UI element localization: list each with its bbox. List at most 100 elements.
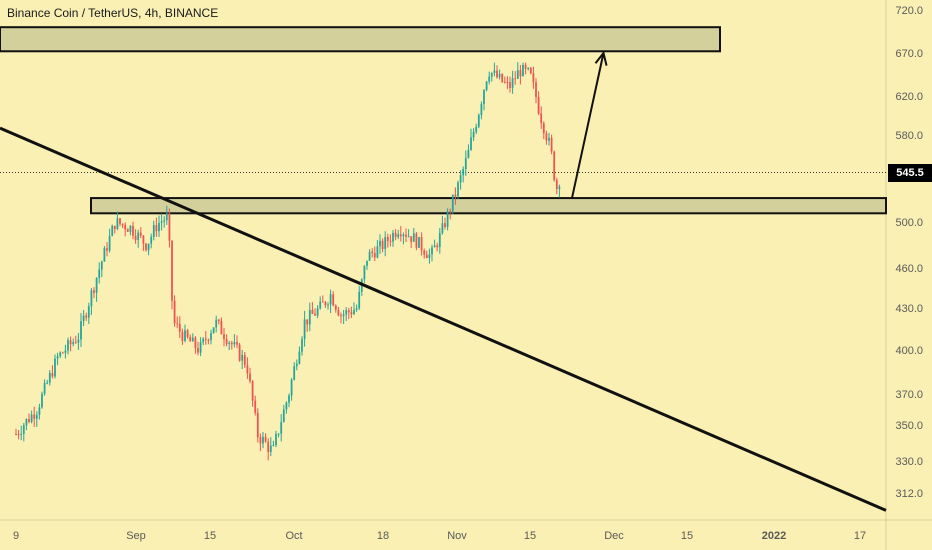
- candle-up: [90, 290, 93, 307]
- candle-down: [371, 251, 374, 253]
- candle-up: [558, 186, 561, 190]
- projection-arrow-head: [594, 50, 608, 66]
- candle-up: [433, 245, 436, 248]
- y-tick-label: 350.0: [895, 420, 923, 432]
- candle-up: [472, 131, 475, 138]
- candle-down: [311, 309, 314, 314]
- candle-down: [189, 337, 192, 342]
- candle-down: [540, 113, 543, 124]
- candle-down: [243, 355, 246, 366]
- candle-down: [238, 344, 241, 361]
- candle-up: [285, 402, 288, 410]
- chart-title: Binance Coin / TetherUS, 4h, BINANCE: [7, 6, 219, 20]
- candle-down: [106, 248, 108, 251]
- candle-up: [202, 338, 205, 343]
- candle-up: [64, 350, 67, 353]
- candle-up: [475, 126, 478, 132]
- candle-down: [225, 339, 228, 344]
- candle-up: [137, 232, 140, 240]
- candle-down: [126, 229, 129, 232]
- candle-up: [295, 363, 298, 367]
- candle-up: [158, 222, 160, 232]
- candle-down: [529, 67, 532, 74]
- y-tick-label: 580.0: [895, 130, 923, 142]
- candle-up: [366, 260, 368, 266]
- candle-down: [340, 315, 342, 317]
- candle-down: [28, 419, 30, 422]
- candle-down: [17, 434, 20, 436]
- candle-up: [150, 236, 153, 244]
- candle-down: [545, 133, 548, 141]
- candle-down: [449, 211, 452, 213]
- candle-down: [181, 331, 184, 341]
- y-tick-label: 430.0: [895, 303, 923, 315]
- candle-down: [267, 441, 270, 452]
- candle-down: [454, 194, 457, 197]
- candle-up: [485, 81, 488, 91]
- x-tick-label: 18: [377, 530, 389, 542]
- x-tick-label: Nov: [447, 530, 467, 542]
- candle-up: [210, 333, 212, 341]
- candle-down: [74, 342, 77, 344]
- candle-down: [399, 234, 402, 237]
- candle-up: [116, 218, 119, 229]
- candle-up: [477, 114, 480, 127]
- candle-up: [43, 383, 46, 394]
- y-tick-label: 720.0: [895, 5, 923, 17]
- candle-up: [56, 356, 59, 359]
- candle-up: [376, 246, 379, 258]
- candle-up: [288, 395, 290, 403]
- candle-down: [142, 235, 145, 244]
- candle-up: [82, 315, 85, 322]
- candle-down: [124, 224, 127, 230]
- candle-down: [85, 315, 88, 318]
- candle-up: [215, 319, 218, 328]
- candle-up: [67, 340, 69, 351]
- candle-down: [410, 236, 413, 242]
- candle-down: [423, 250, 426, 255]
- candle-up: [527, 67, 530, 69]
- candle-down: [93, 290, 95, 293]
- candle-up: [384, 236, 387, 250]
- candle-down: [254, 400, 257, 413]
- candle-down: [61, 352, 64, 354]
- y-tick-label: 620.0: [895, 91, 923, 103]
- x-tick-label: Sep: [126, 530, 146, 542]
- candle-down: [506, 81, 509, 83]
- candle-down: [33, 414, 36, 419]
- candle-up: [199, 342, 202, 353]
- candle-down: [113, 225, 116, 229]
- candle-down: [139, 232, 142, 236]
- candle-up: [459, 175, 462, 183]
- candle-up: [275, 434, 277, 445]
- candle-up: [327, 304, 329, 306]
- candle-down: [121, 223, 124, 225]
- candle-up: [355, 308, 358, 310]
- candle-down: [553, 151, 556, 181]
- candle-up: [316, 308, 319, 316]
- candle-up: [163, 220, 166, 222]
- candle-up: [470, 137, 472, 150]
- candle-down: [256, 412, 259, 438]
- candle-down: [132, 225, 134, 236]
- candle-up: [269, 445, 272, 452]
- candle-down: [535, 82, 537, 98]
- candle-down: [373, 252, 376, 258]
- candle-up: [363, 265, 366, 280]
- candle-up: [483, 90, 485, 104]
- candle-up: [160, 221, 163, 223]
- candle-up: [345, 310, 348, 315]
- candle-down: [334, 305, 337, 310]
- y-tick-label: 370.0: [895, 389, 923, 401]
- candle-up: [301, 338, 303, 352]
- candle-up: [165, 213, 168, 221]
- candle-up: [30, 414, 33, 422]
- candle-up: [87, 306, 90, 318]
- candle-up: [457, 182, 459, 197]
- candle-up: [95, 278, 98, 293]
- candle-down: [259, 437, 262, 444]
- candle-down: [386, 236, 389, 241]
- candle-up: [446, 211, 449, 227]
